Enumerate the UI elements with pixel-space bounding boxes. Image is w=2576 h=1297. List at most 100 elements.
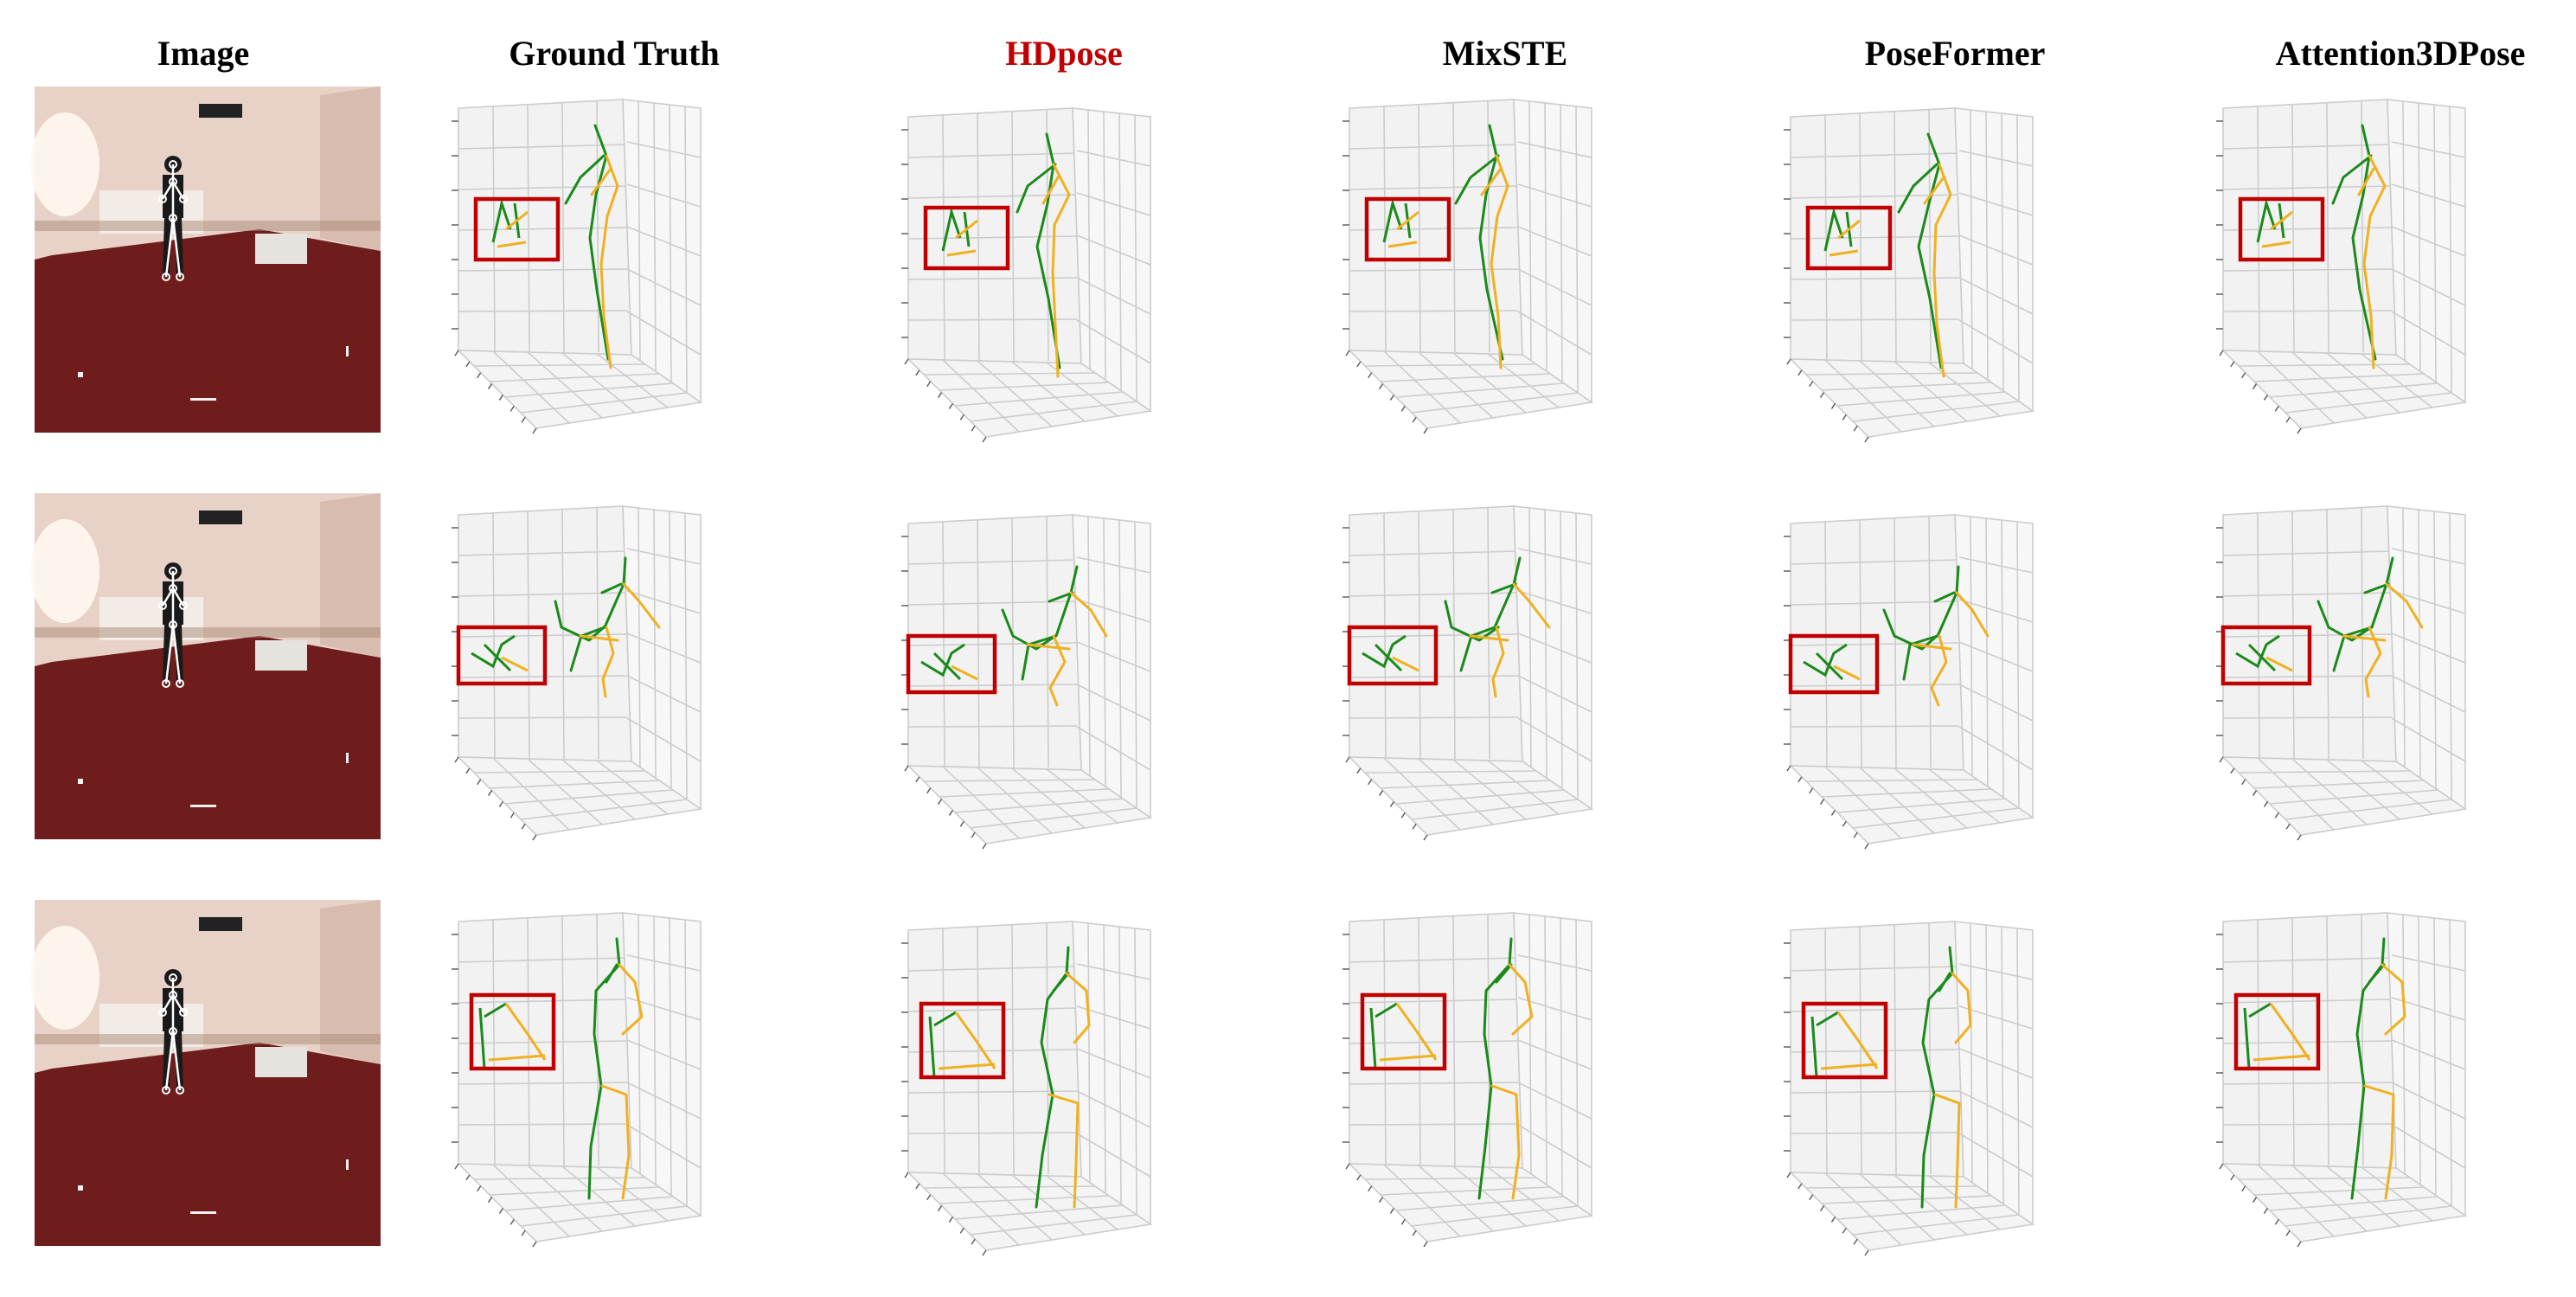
skeleton-3d	[2220, 556, 2424, 698]
skeleton-3d	[906, 565, 1108, 707]
pose-plot-hdpose-row-2	[901, 514, 1153, 850]
highlight-box	[1805, 205, 1893, 271]
input-photo-row-2	[30, 493, 381, 839]
highlight-box	[1360, 992, 1447, 1071]
left-limb-chain	[2316, 600, 2373, 642]
highlight-box	[1364, 196, 1451, 262]
right-limb-chain	[2363, 1084, 2395, 1200]
highlight-box	[1788, 633, 1880, 695]
skeleton-3d	[456, 556, 661, 698]
right-limb-chain	[1480, 167, 1503, 196]
right-limb-chain	[618, 963, 644, 1036]
right-limb-chain	[1933, 1093, 1961, 1209]
input-photo-row-3	[30, 900, 381, 1246]
header-mixste: MixSTE	[1442, 34, 1568, 73]
left-limb-chain	[1016, 163, 1057, 214]
left-limb-chain	[2363, 582, 2390, 594]
right-limb-chain	[590, 167, 612, 196]
skeleton-3d	[1360, 937, 1534, 1200]
left-limb-chain	[1001, 608, 1057, 651]
left-limb-chain	[1490, 582, 1517, 594]
pose-plot-poseformer-row-1	[1784, 107, 2035, 443]
right-limb-chain	[2362, 154, 2387, 369]
highlight-box	[923, 205, 1010, 271]
highlight-box	[1801, 1001, 1888, 1080]
right-limb-chain	[1048, 1093, 1080, 1209]
left-limb-chain	[1495, 963, 1513, 984]
right-limb-chain	[600, 1084, 631, 1200]
right-limb-chain	[1065, 972, 1091, 1044]
pose-plot-attention3dpose-row-3	[2216, 912, 2468, 1248]
left-limb-chain	[564, 154, 606, 205]
highlight-box	[1347, 625, 1439, 686]
skeleton-3d	[2238, 124, 2387, 369]
left-limb-chain	[1933, 591, 1956, 603]
input-photo-row-1	[30, 87, 381, 433]
right-limb-chain	[2381, 963, 2406, 1036]
skeleton-3d	[1805, 132, 1952, 378]
left-limb-chain	[2351, 124, 2377, 361]
highlight-box	[473, 196, 561, 262]
right-limb-chain	[622, 582, 661, 629]
left-limb-chain	[2331, 154, 2373, 205]
left-limb-chain	[1897, 163, 1938, 214]
left-limb-chain	[1917, 132, 1943, 369]
pose-plot-poseformer-row-2	[1784, 514, 2035, 850]
header-ground-truth: Ground Truth	[509, 34, 720, 73]
pose-plot-mixste-row-2	[1342, 505, 1594, 841]
right-limb-chain	[1051, 163, 1071, 378]
header-hdpose: HDpose	[1005, 34, 1123, 73]
pose-plot-ground-truth-row-3	[452, 912, 703, 1248]
skeleton-3d	[923, 132, 1071, 378]
right-limb-chain	[1069, 591, 1108, 638]
left-limb-chain	[600, 582, 623, 594]
left-limb-chain	[1048, 591, 1074, 603]
left-limb-chain	[1035, 132, 1061, 369]
skeleton-3d	[1364, 124, 1509, 369]
right-limb-chain	[579, 634, 619, 642]
right-limb-chain	[1041, 176, 1060, 205]
right-limb-chain	[1508, 963, 1534, 1036]
right-limb-chain	[1951, 972, 1972, 1044]
pose-plot-poseformer-row-3	[1784, 921, 2035, 1256]
pose-plot-attention3dpose-row-1	[2216, 99, 2468, 434]
right-limb-chain	[2342, 634, 2387, 642]
left-limb-chain	[1882, 608, 1938, 651]
skeleton-3d	[469, 937, 644, 1200]
skeleton-3d	[919, 946, 1091, 1209]
skeleton-3d	[1801, 946, 1972, 1209]
left-limb-chain	[1052, 972, 1070, 992]
right-limb-chain	[1932, 163, 1952, 378]
left-limb-chain	[1459, 556, 1522, 672]
left-limb-chain	[1478, 124, 1504, 361]
left-limb-chain	[2368, 963, 2386, 984]
left-limb-chain	[554, 600, 606, 642]
highlight-box	[906, 633, 997, 695]
left-limb-chain	[1938, 972, 1951, 992]
highlight-box	[2220, 625, 2312, 686]
highlight-box	[2238, 196, 2325, 262]
header-attention3dpose: Attention3DPose	[2275, 34, 2526, 73]
pose-plot-hdpose-row-1	[901, 107, 1153, 443]
right-limb-chain	[599, 154, 619, 369]
right-limb-chain	[1923, 176, 1945, 205]
right-limb-chain	[2385, 582, 2424, 629]
highlight-box	[456, 625, 548, 686]
pose-plot-attention3dpose-row-2	[2216, 505, 2468, 841]
right-limb-chain	[1490, 154, 1509, 369]
right-limb-chain	[1490, 1084, 1521, 1200]
right-limb-chain	[1912, 643, 1952, 651]
skeleton-3d	[1347, 556, 1551, 698]
pose-plot-mixste-row-3	[1342, 912, 1594, 1248]
header-poseformer: PoseFormer	[1864, 34, 2046, 73]
pose-plot-mixste-row-1	[1342, 99, 1594, 434]
right-limb-chain	[1512, 582, 1551, 629]
highlight-box	[919, 1001, 1006, 1080]
right-limb-chain	[1469, 634, 1509, 642]
header-image: Image	[157, 34, 250, 73]
right-limb-chain	[1955, 591, 1990, 638]
right-limb-chain	[1026, 643, 1071, 651]
left-limb-chain	[1454, 154, 1500, 205]
left-limb-chain	[1444, 600, 1500, 642]
